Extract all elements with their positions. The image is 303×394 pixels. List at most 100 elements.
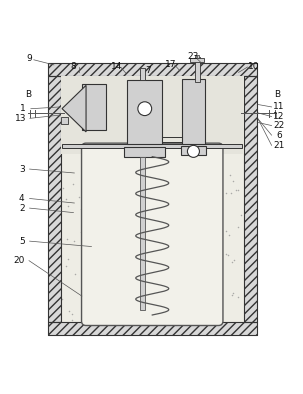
Point [141, 285, 146, 291]
Point [203, 316, 208, 322]
Point [223, 190, 228, 197]
Point [168, 78, 173, 84]
Point [154, 104, 159, 111]
Text: 9: 9 [26, 54, 32, 63]
Point [86, 277, 91, 284]
Point [104, 199, 109, 205]
Point [193, 95, 198, 101]
Point [229, 259, 234, 265]
Point [135, 156, 139, 162]
Point [141, 100, 146, 106]
Point [236, 294, 241, 300]
Point [83, 115, 88, 121]
Point [126, 85, 131, 91]
Point [126, 307, 131, 314]
Point [189, 154, 194, 160]
Text: 21: 21 [273, 141, 285, 150]
Point [72, 86, 77, 92]
Point [100, 279, 105, 285]
Point [178, 189, 183, 195]
Text: 6: 6 [276, 131, 282, 139]
Point [103, 100, 108, 106]
Bar [140, 157, 145, 310]
Point [76, 194, 81, 201]
Point [199, 79, 204, 85]
Point [109, 128, 114, 135]
Point [129, 284, 134, 291]
Point [86, 160, 91, 167]
Text: 14: 14 [111, 62, 123, 71]
Point [128, 306, 133, 312]
Point [225, 252, 230, 258]
Point [108, 233, 113, 239]
Point [110, 179, 115, 186]
Point [97, 238, 102, 244]
Point [143, 138, 148, 144]
Point [103, 261, 108, 267]
Point [65, 76, 70, 83]
Point [169, 125, 174, 131]
Point [193, 292, 198, 298]
Point [191, 113, 196, 120]
Point [92, 158, 97, 164]
Point [115, 229, 120, 235]
Point [154, 307, 159, 313]
Point [183, 203, 188, 210]
Text: 20: 20 [14, 256, 25, 265]
Point [110, 82, 115, 88]
Point [217, 109, 222, 115]
Point [87, 165, 92, 172]
Point [90, 92, 95, 98]
Point [124, 199, 129, 206]
Point [154, 144, 159, 150]
Point [234, 187, 238, 193]
Point [109, 305, 114, 312]
Point [173, 294, 178, 300]
Point [150, 242, 155, 249]
Point [173, 300, 178, 306]
Point [84, 245, 89, 251]
Point [128, 182, 133, 188]
Point [69, 316, 74, 323]
Point [218, 125, 222, 131]
Bar [244, 76, 257, 323]
Point [71, 180, 75, 187]
Point [144, 161, 149, 167]
Bar [244, 76, 257, 323]
Point [231, 290, 236, 296]
Point [127, 258, 132, 264]
Text: 10: 10 [248, 62, 259, 71]
Point [118, 195, 123, 201]
Point [174, 305, 179, 311]
Point [156, 260, 161, 267]
Point [64, 236, 69, 242]
Bar [182, 78, 205, 144]
Point [108, 186, 113, 192]
Point [213, 117, 218, 124]
Point [82, 123, 86, 129]
Point [94, 93, 99, 100]
Point [112, 278, 117, 284]
Point [209, 240, 214, 246]
Point [60, 296, 65, 302]
Point [143, 106, 148, 112]
Point [135, 249, 140, 255]
Point [209, 200, 214, 206]
Bar [190, 58, 204, 61]
Point [76, 127, 81, 133]
Point [89, 249, 94, 256]
Bar [48, 63, 257, 76]
Point [200, 215, 205, 221]
Point [207, 221, 212, 228]
Point [197, 280, 202, 286]
Bar [125, 147, 165, 157]
Point [115, 74, 120, 81]
Point [150, 97, 155, 104]
Point [205, 163, 210, 169]
Point [94, 190, 98, 196]
Point [214, 83, 219, 89]
Point [64, 263, 69, 269]
Point [218, 206, 223, 212]
Point [90, 121, 95, 127]
Point [146, 82, 151, 88]
